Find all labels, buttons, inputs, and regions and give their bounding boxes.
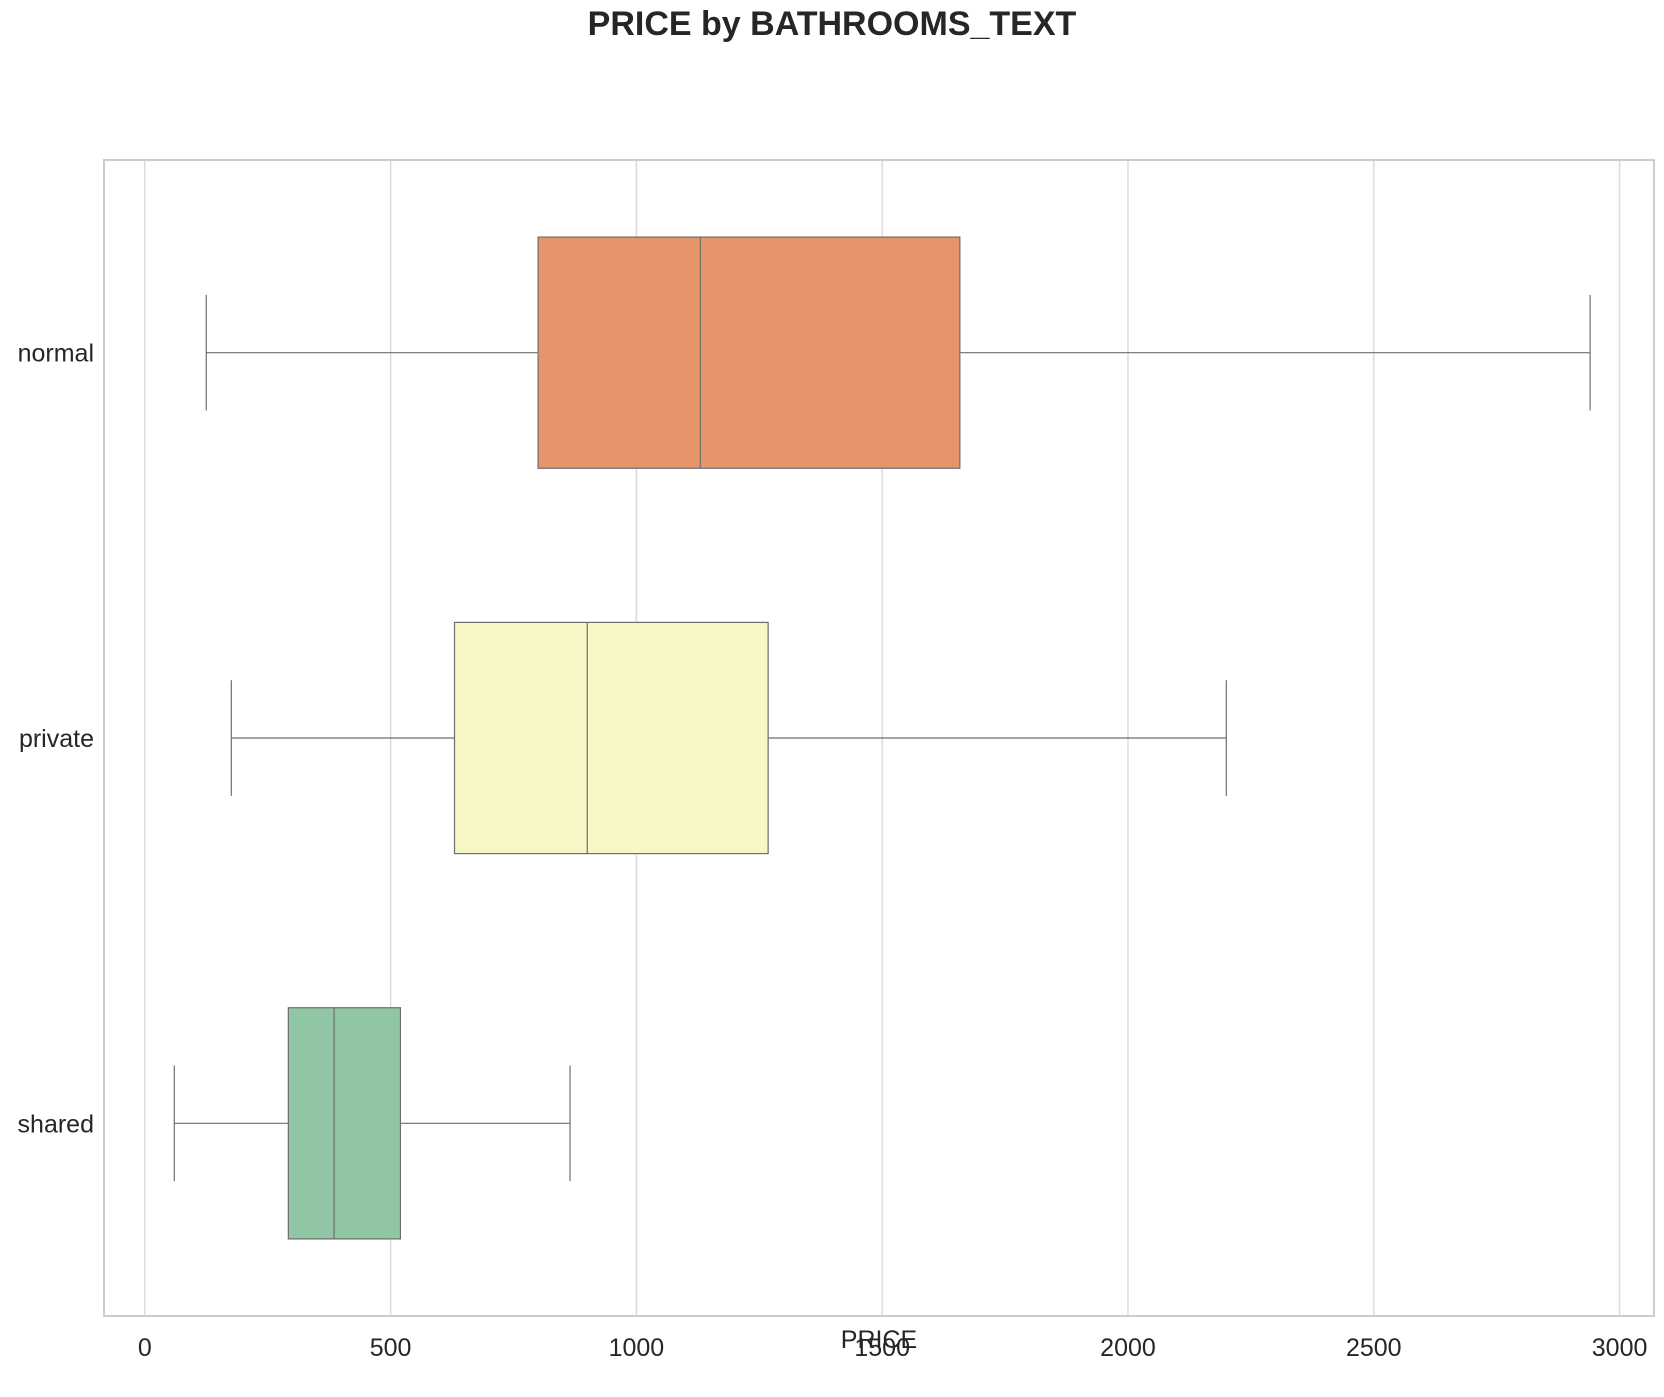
- box-private: [230, 621, 1227, 855]
- iqr-box: [453, 621, 769, 855]
- x-tick-label: 2000: [1100, 1334, 1156, 1362]
- y-category-label: normal: [18, 340, 94, 368]
- x-tick-label: 1500: [854, 1334, 910, 1362]
- box-shared: [173, 1007, 571, 1240]
- chart-title: PRICE by BATHROOMS_TEXT: [588, 5, 1077, 43]
- x-tick-label: 0: [138, 1334, 152, 1362]
- x-tick-label: 500: [370, 1334, 412, 1362]
- tick-layer: 0 500 1000 1500 2000 2500 3000: [138, 1334, 1648, 1362]
- y-category-label: shared: [18, 1110, 94, 1138]
- x-tick-label: 2500: [1346, 1334, 1402, 1362]
- plot-frame: [103, 159, 1655, 1317]
- x-axis-label: PRICE: [841, 1326, 917, 1354]
- x-tick-label: 1000: [609, 1334, 665, 1362]
- y-category-label: private: [19, 725, 94, 753]
- category-labels: normal private shared: [18, 340, 94, 1139]
- box-normal: [205, 236, 1591, 469]
- box-layer: [173, 236, 1591, 1240]
- iqr-box: [287, 1007, 402, 1240]
- x-tick-label: 3000: [1592, 1334, 1648, 1362]
- iqr-box: [537, 236, 961, 469]
